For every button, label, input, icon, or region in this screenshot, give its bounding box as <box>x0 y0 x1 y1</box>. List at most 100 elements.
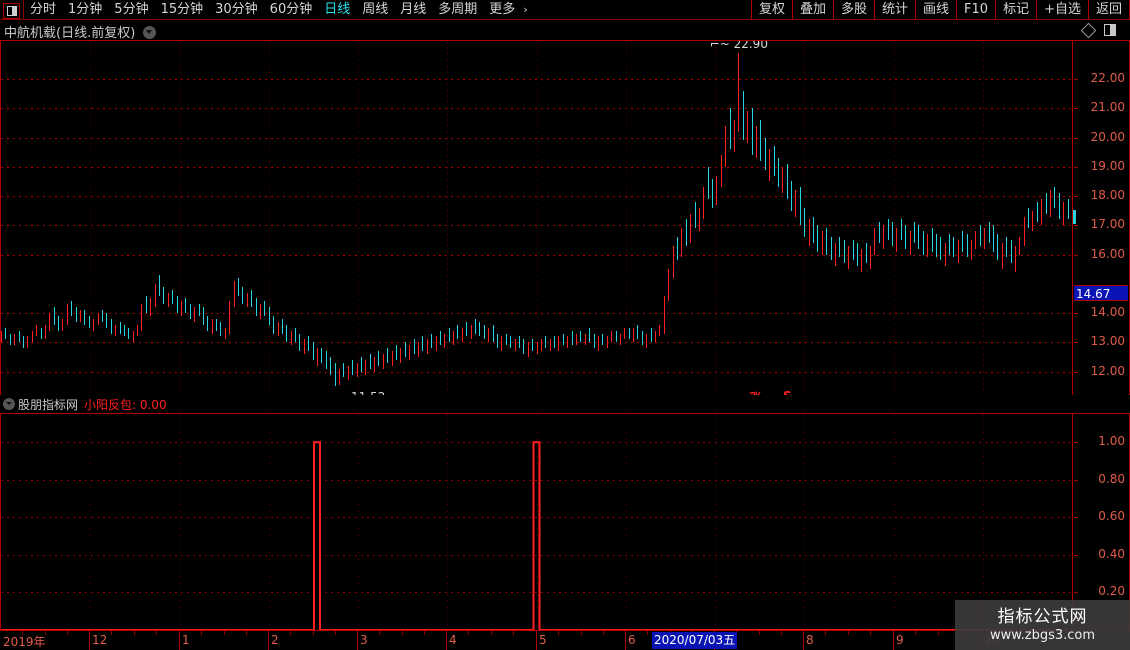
button-f10[interactable]: F10 <box>956 0 995 20</box>
period-multi[interactable]: 多周期 <box>438 2 478 17</box>
indicator-vertical-gridline <box>447 414 448 630</box>
button-duogu[interactable]: 多股 <box>832 0 874 20</box>
candle <box>870 245 871 270</box>
cursor-price-marker <box>1073 209 1076 224</box>
candle <box>611 330 612 343</box>
indicator-axis-tick-mark <box>1074 554 1078 556</box>
price-axis-tick-mark <box>1074 254 1078 256</box>
candle <box>89 316 90 328</box>
price-axis-tick-mark <box>1074 166 1078 168</box>
candle <box>550 339 551 352</box>
price-vertical-gridline <box>894 41 895 395</box>
candle <box>888 219 889 240</box>
candle <box>163 286 164 305</box>
candle <box>1019 237 1020 255</box>
panel-split-icon[interactable] <box>3 3 20 19</box>
indicator-vertical-gridline <box>626 414 627 630</box>
candle <box>282 318 283 334</box>
period-fenshi[interactable]: 分时 <box>30 2 57 17</box>
candle <box>690 213 691 243</box>
candle <box>238 277 239 296</box>
candle <box>848 245 849 270</box>
candle <box>98 313 99 325</box>
candle <box>212 318 213 334</box>
period-15min[interactable]: 15分钟 <box>160 2 204 17</box>
price-axis-tick: 18.00 <box>1090 188 1125 203</box>
diamond-icon[interactable] <box>1080 22 1097 39</box>
candle <box>651 327 652 343</box>
time-axis-minor-tick <box>759 631 760 635</box>
indicator-vertical-gridline <box>269 414 270 630</box>
button-fuquan[interactable]: 复权 <box>750 0 792 20</box>
indicator-axis[interactable]: 1.00 0.80 0.60 0.40 0.20 <box>1072 413 1130 630</box>
candle <box>326 351 327 369</box>
button-add-favorite[interactable]: +自选 <box>1036 0 1088 20</box>
candle <box>343 362 344 378</box>
button-diejia[interactable]: 叠加 <box>791 0 833 20</box>
stock-title[interactable]: 中航机载(日线.前复权) <box>4 22 157 41</box>
button-return[interactable]: 返回 <box>1087 0 1130 20</box>
candle <box>479 321 480 337</box>
candle <box>738 52 739 132</box>
top-toolbar: 分时 1分钟 5分钟 15分钟 30分钟 60分钟 日线 周线 月线 多周期 更… <box>0 0 1130 20</box>
time-axis-minor-tick <box>938 631 939 635</box>
candle <box>128 327 129 340</box>
candle <box>449 327 450 343</box>
candle <box>558 336 559 352</box>
price-gridline <box>1 79 1072 81</box>
candle <box>677 237 678 261</box>
period-1min[interactable]: 1分钟 <box>68 2 103 17</box>
candle <box>716 175 717 205</box>
button-tongji[interactable]: 统计 <box>874 0 915 20</box>
candle <box>234 280 235 308</box>
candle <box>124 324 125 337</box>
candle <box>484 324 485 340</box>
price-plot-area[interactable]: ⌐~ 22.90 ←11.52 涨 S <box>0 40 1072 395</box>
button-biaoji[interactable]: 标记 <box>995 0 1036 20</box>
indicator-site-name: 股朋指标网 <box>18 398 79 412</box>
price-vertical-gridline <box>358 41 359 395</box>
chevron-right-icon[interactable]: › <box>523 3 528 16</box>
candle <box>181 301 182 316</box>
time-axis-minor-tick <box>134 631 135 635</box>
chevron-down-circle-icon[interactable] <box>143 26 157 39</box>
candle <box>637 324 638 340</box>
candle <box>111 318 112 334</box>
toolbar-divider <box>23 0 24 20</box>
candle <box>497 333 498 349</box>
candle <box>1037 201 1038 223</box>
period-weekly[interactable]: 周线 <box>362 2 389 17</box>
period-30min[interactable]: 30分钟 <box>215 2 258 17</box>
chevron-down-circle-icon[interactable] <box>3 398 15 410</box>
indicator-gridline <box>1 517 1072 519</box>
price-axis[interactable]: 22.00 21.00 20.00 19.00 18.00 17.00 16.00 14.00… <box>1072 40 1130 395</box>
candle <box>984 228 985 249</box>
period-monthly[interactable]: 月线 <box>400 2 427 17</box>
candle <box>541 339 542 352</box>
candle <box>778 158 779 188</box>
time-axis-label: 3 <box>360 633 368 647</box>
candle <box>146 295 147 314</box>
period-5min[interactable]: 5分钟 <box>114 2 149 17</box>
indicator-plot-area[interactable] <box>0 413 1072 630</box>
candle <box>545 336 546 349</box>
candle <box>1006 237 1007 258</box>
period-more[interactable]: 更多 <box>489 2 516 17</box>
button-huaxian[interactable]: 画线 <box>915 0 956 20</box>
candle <box>822 231 823 255</box>
period-daily[interactable]: 日线 <box>324 2 351 17</box>
price-gridline <box>1 254 1072 256</box>
indicator-vertical-gridline <box>804 414 805 630</box>
candle <box>475 318 476 334</box>
last-price-tag[interactable]: 14.67 <box>1074 285 1128 302</box>
time-axis[interactable]: 2019年12123456789102020/07/03五 <box>0 630 1130 650</box>
candle <box>229 301 230 334</box>
price-gridline <box>1 313 1072 315</box>
selected-date-label[interactable]: 2020/07/03五 <box>652 632 738 649</box>
candle <box>879 222 880 243</box>
candle <box>71 301 72 316</box>
time-axis-minor-tick <box>246 631 247 635</box>
period-60min[interactable]: 60分钟 <box>269 2 313 17</box>
panel-split-icon[interactable] <box>1104 24 1116 36</box>
candle <box>874 228 875 255</box>
